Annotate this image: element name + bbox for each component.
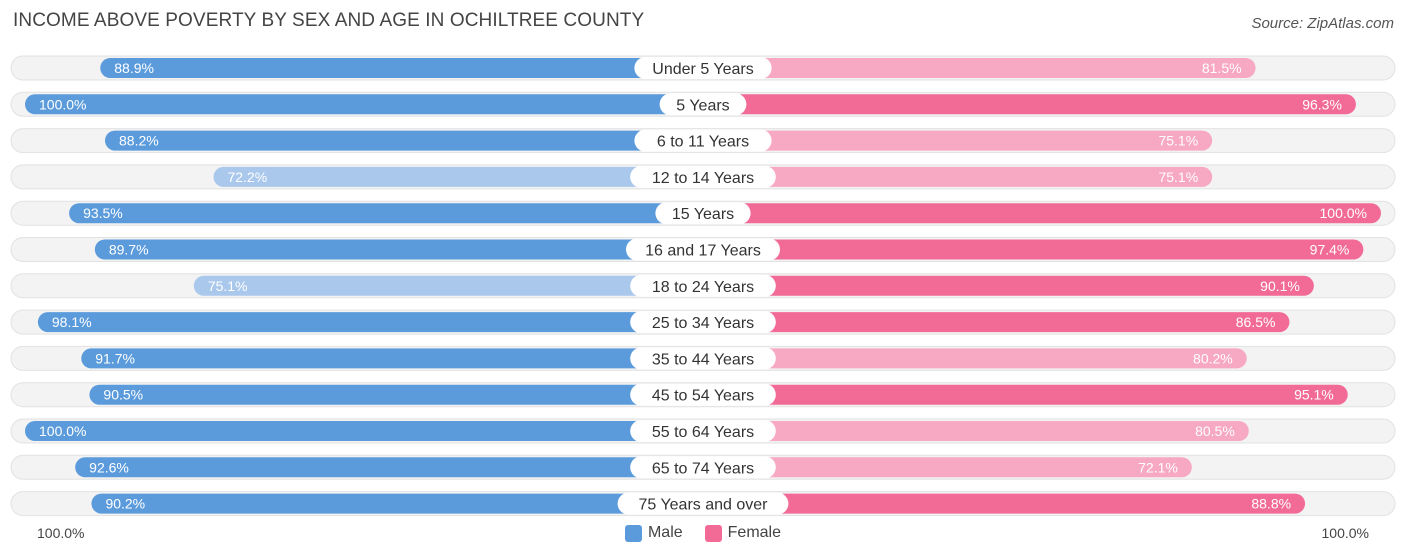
category-label: 75 Years and over	[639, 497, 769, 514]
data-label-male: 89.7%	[109, 242, 149, 258]
data-label-female: 81.5%	[1202, 60, 1242, 76]
bar-female	[703, 493, 1306, 514]
bar-male	[81, 348, 704, 369]
category-pill	[630, 347, 776, 370]
bar-female	[703, 239, 1364, 260]
bar-female	[703, 166, 1213, 187]
data-label-female: 80.2%	[1193, 350, 1233, 366]
category-pill	[655, 202, 751, 225]
bar-male	[100, 58, 704, 78]
legend: Male Female	[0, 524, 1406, 542]
source-credit: Source: ZipAtlas.com	[1251, 15, 1394, 32]
category-pill	[659, 93, 747, 116]
category-pill	[617, 492, 789, 515]
bar-male	[37, 312, 703, 333]
legend-swatch-female	[704, 524, 722, 542]
bar-female	[703, 203, 1381, 224]
category-label: 45 to 54 Years	[652, 388, 754, 405]
category-pill	[630, 165, 776, 188]
category-label: 12 to 14 Years	[652, 170, 754, 187]
bar-male	[25, 94, 703, 115]
data-label-male: 98.1%	[52, 314, 92, 330]
bar-female	[703, 275, 1314, 296]
category-label: 18 to 24 Years	[652, 279, 754, 296]
data-label-female: 96.3%	[1302, 96, 1342, 112]
data-label-female: 95.1%	[1294, 387, 1334, 403]
bar-male	[75, 457, 703, 478]
data-label-male: 72.2%	[227, 169, 267, 185]
data-label-male: 100.0%	[39, 96, 86, 112]
category-label: 15 Years	[672, 206, 734, 223]
legend-label-male: Male	[647, 524, 683, 541]
bar-male	[25, 421, 703, 441]
data-label-female: 97.4%	[1310, 242, 1350, 258]
data-label-male: 91.7%	[95, 350, 135, 366]
category-label: 5 Years	[676, 97, 729, 114]
category-pill	[630, 420, 776, 442]
data-label-female: 86.5%	[1236, 314, 1276, 330]
axis-right-label: 100.0%	[1321, 525, 1369, 541]
legend-label-female: Female	[727, 524, 782, 541]
data-label-male: 92.6%	[89, 459, 129, 475]
category-pill	[626, 238, 780, 261]
bar-female	[703, 312, 1290, 333]
data-label-male: 88.2%	[119, 133, 159, 149]
chart-title: INCOME ABOVE POVERTY BY SEX AND AGE IN O…	[13, 10, 645, 31]
bar-male	[105, 130, 703, 151]
bar-female	[703, 58, 1256, 78]
category-pill	[630, 383, 776, 406]
data-label-male: 100.0%	[39, 423, 86, 439]
category-label: 35 to 44 Years	[652, 351, 754, 368]
bar-male	[213, 166, 703, 187]
category-label: 55 to 64 Years	[652, 424, 754, 441]
axis-left-label: 100.0%	[37, 525, 85, 541]
data-label-male: 93.5%	[83, 205, 123, 221]
data-label-male: 75.1%	[208, 278, 248, 294]
category-pill	[630, 274, 776, 297]
bar-female	[703, 457, 1192, 478]
category-pill	[634, 129, 772, 152]
bar-male	[89, 384, 703, 405]
category-label: 65 to 74 Years	[652, 460, 754, 477]
bar-male	[91, 493, 704, 514]
legend-swatch-male	[624, 524, 642, 542]
category-label: 16 and 17 Years	[645, 243, 761, 260]
data-label-female: 100.0%	[1320, 205, 1367, 221]
data-label-male: 88.9%	[114, 60, 154, 76]
data-label-female: 90.1%	[1260, 278, 1300, 294]
bar-male	[69, 203, 703, 224]
bar-male	[94, 239, 704, 260]
chart: 88.9% 81.5% Under 5 Years 100.0% 96.3% 5 Year…	[10, 55, 1396, 517]
data-label-female: 80.5%	[1195, 423, 1235, 439]
category-pill	[630, 456, 776, 479]
data-label-female: 88.8%	[1251, 496, 1291, 512]
data-label-female: 75.1%	[1158, 133, 1198, 149]
bar-female	[703, 348, 1247, 369]
bar-female	[703, 94, 1356, 115]
legend-item-female[interactable]: Female	[704, 524, 782, 542]
data-label-female: 72.1%	[1138, 459, 1178, 475]
category-label: 25 to 34 Years	[652, 315, 754, 332]
category-pill	[630, 311, 776, 334]
data-label-male: 90.5%	[103, 387, 143, 403]
bar-female	[703, 421, 1249, 441]
category-pill	[634, 57, 772, 79]
legend-item-male[interactable]: Male	[624, 524, 683, 542]
category-label: Under 5 Years	[652, 61, 753, 78]
data-label-male: 90.2%	[105, 496, 145, 512]
category-label: 6 to 11 Years	[657, 134, 749, 151]
bar-female	[703, 130, 1213, 151]
bar-male	[193, 275, 703, 296]
data-label-female: 75.1%	[1158, 169, 1198, 185]
bar-female	[703, 384, 1348, 405]
